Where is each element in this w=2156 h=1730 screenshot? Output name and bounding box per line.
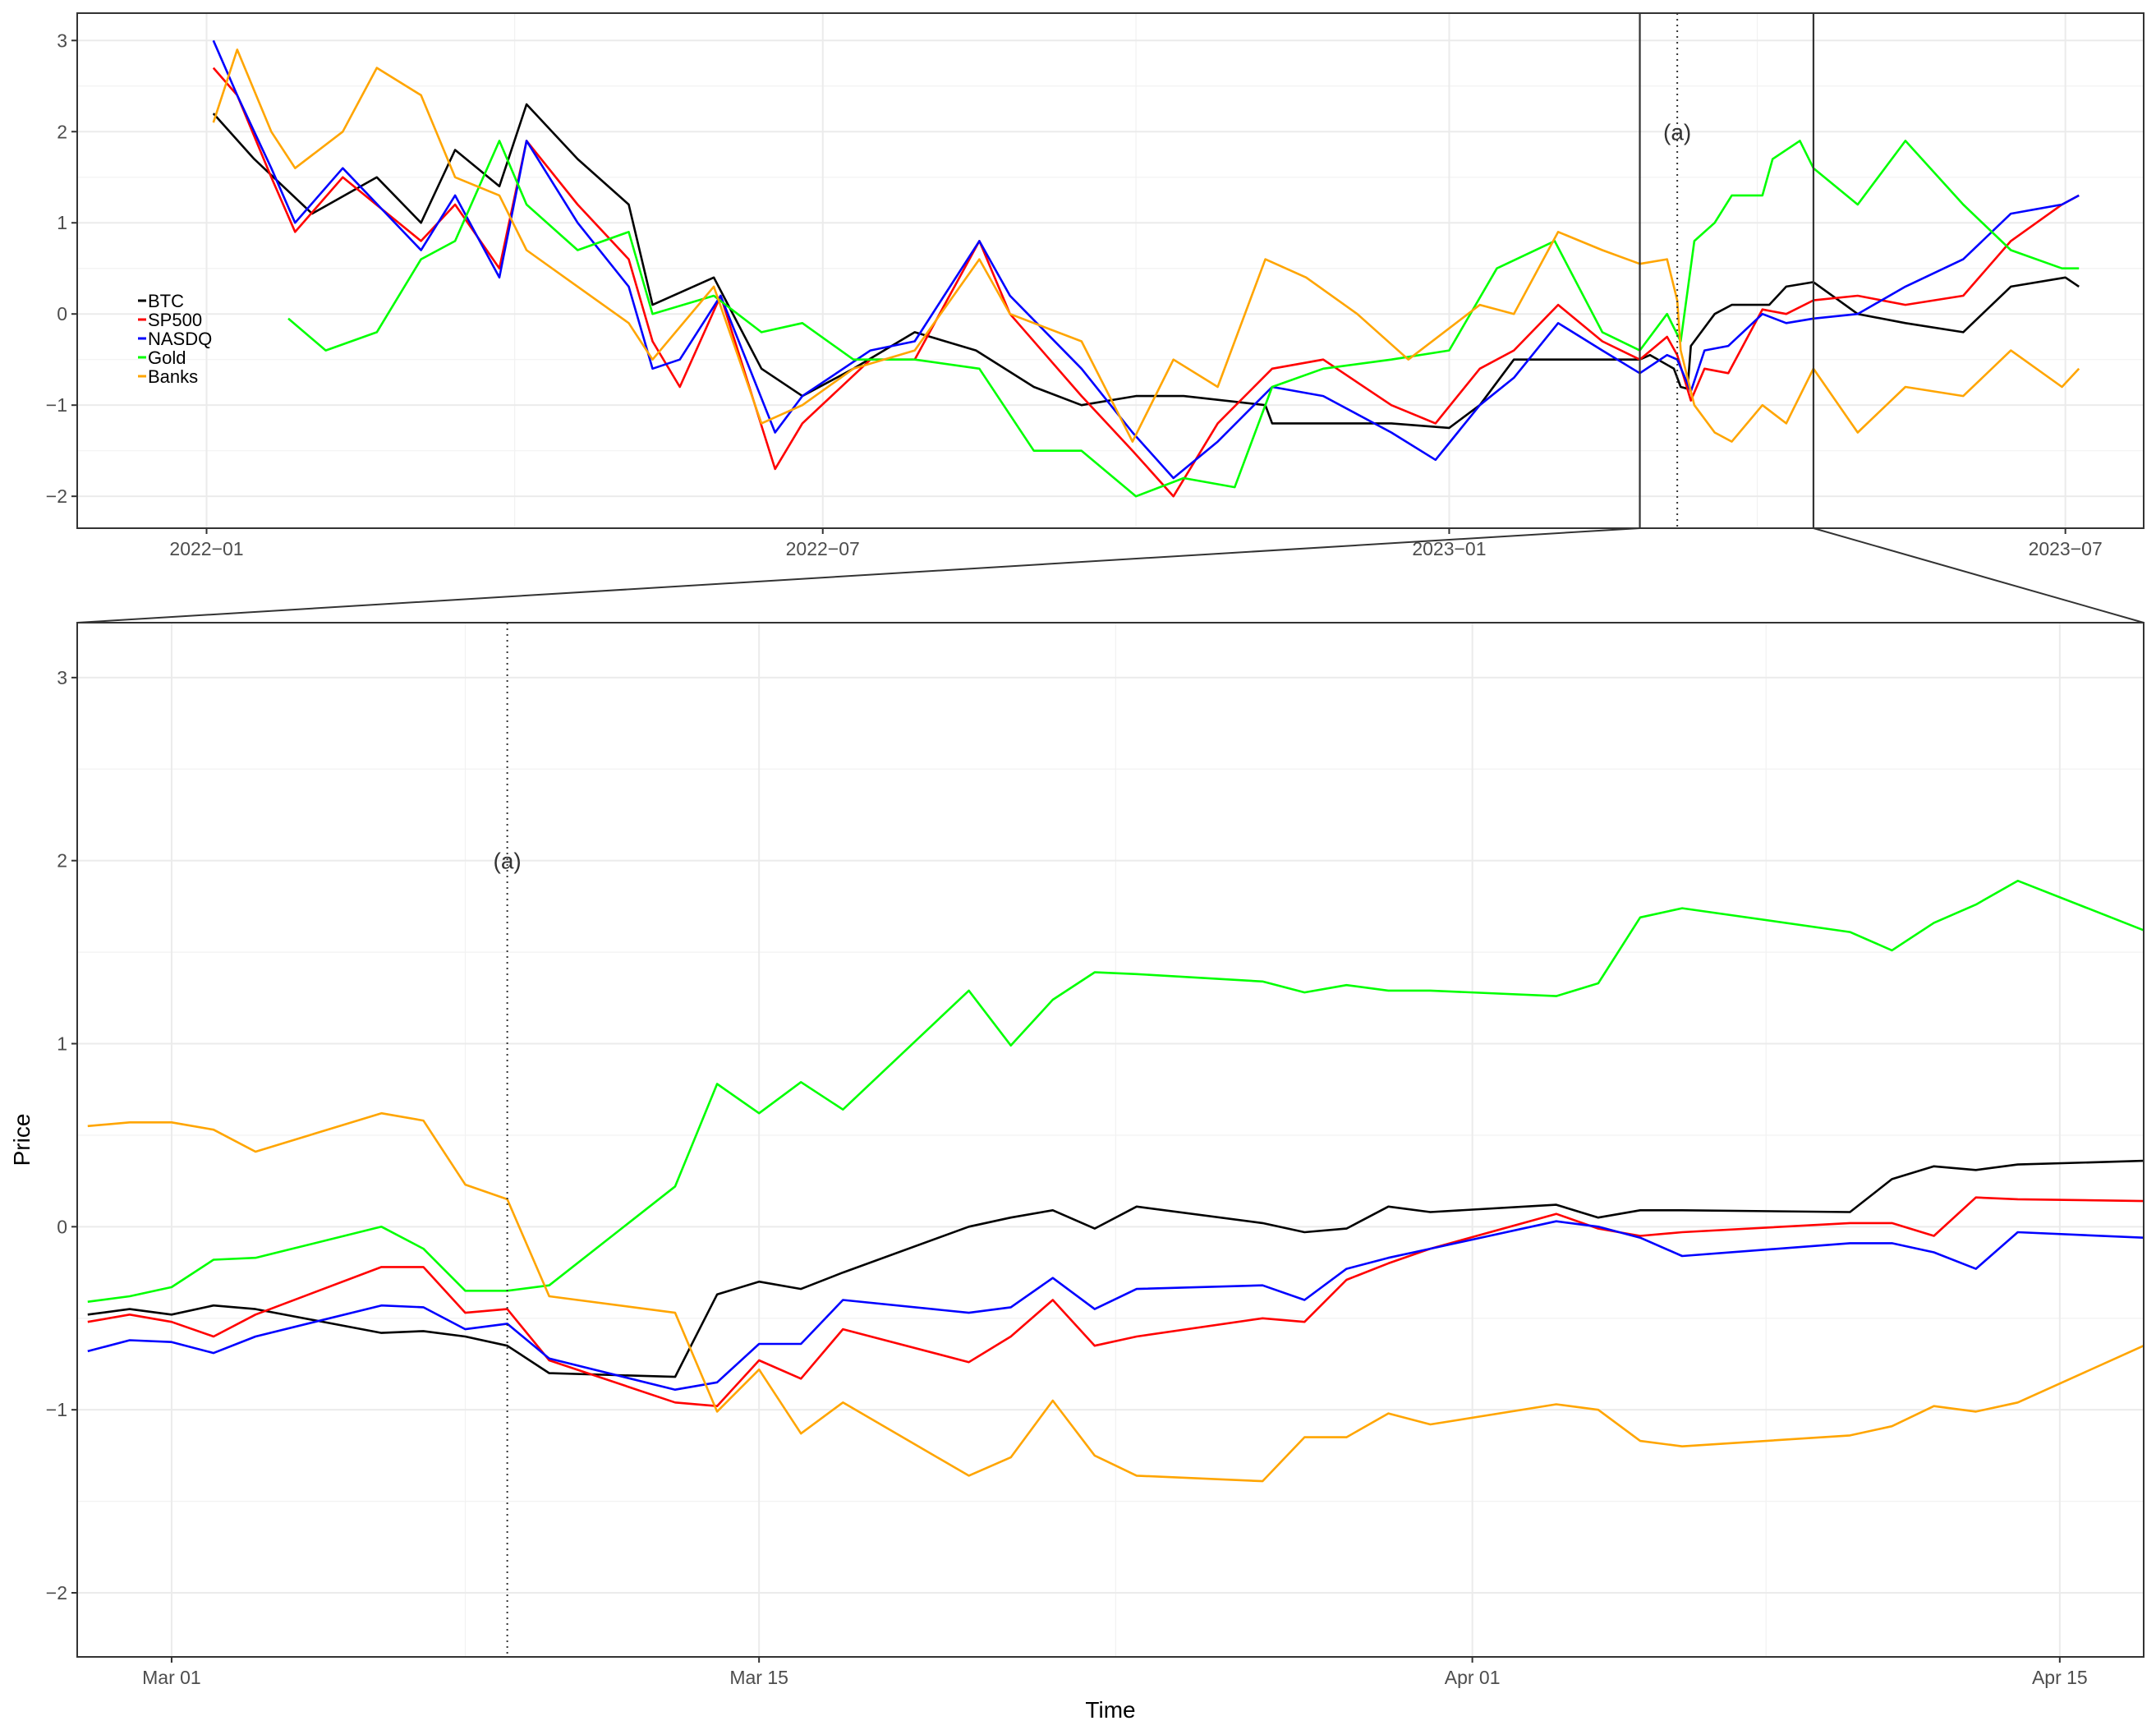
y-axis-title: Price (9, 1114, 34, 1166)
x-tick-label: 2023−07 (2029, 538, 2103, 559)
legend-label-nasdq: NASDQ (148, 329, 212, 349)
y-tick-label: 0 (57, 303, 67, 324)
annotation-label: (a) (494, 849, 522, 874)
series-line-banks (212, 48, 2080, 443)
y-tick-label: 1 (57, 1033, 67, 1055)
series-line-nasdq (212, 39, 2080, 480)
y-tick-label: −2 (46, 1582, 67, 1603)
y-tick-label: −1 (46, 394, 67, 416)
annotation-label: (a) (1663, 119, 1691, 145)
y-tick-label: −1 (46, 1399, 67, 1420)
legend-label-gold: Gold (148, 347, 186, 368)
x-tick-label: 2022−07 (786, 538, 860, 559)
x-tick-label: Mar 01 (142, 1667, 201, 1688)
legend-label-btc: BTC (148, 291, 184, 311)
y-tick-label: 2 (57, 121, 67, 142)
series-line-nasdq (87, 1220, 2145, 1391)
x-tick-label: 2022−01 (169, 538, 243, 559)
x-tick-label: Mar 15 (729, 1667, 788, 1688)
series-line-btc (87, 1159, 2145, 1378)
y-tick-label: 2 (57, 850, 67, 872)
series-line-gold (287, 140, 2080, 498)
x-axis-title: Time (1085, 1697, 1135, 1723)
series-line-btc (212, 103, 2080, 430)
legend-label-banks: Banks (148, 366, 198, 387)
zoom-connector-right (1813, 527, 2145, 623)
x-tick-label: Apr 01 (1445, 1667, 1501, 1688)
zoom-connector-lines (76, 527, 2145, 623)
zoom-connector-left (76, 527, 1640, 623)
y-tick-label: 1 (57, 212, 67, 233)
x-tick-label: Apr 15 (2032, 1667, 2088, 1688)
series-line-gold (87, 879, 2145, 1303)
series-line-sp500 (87, 1196, 2145, 1407)
y-tick-label: 3 (57, 30, 67, 51)
y-tick-label: −2 (46, 485, 67, 507)
panel-border (76, 622, 2145, 1658)
panel-border (76, 12, 2145, 529)
legend-label-sp500: SP500 (148, 310, 202, 330)
series-line-banks (87, 1111, 2145, 1483)
y-tick-label: 3 (57, 667, 67, 688)
y-tick-label: 0 (57, 1216, 67, 1237)
zoom-panel: (a) −2 −1 0 1 2 3 Mar 01 Mar 15 Apr 01 Apr 15 Time P… (9, 622, 2145, 1723)
